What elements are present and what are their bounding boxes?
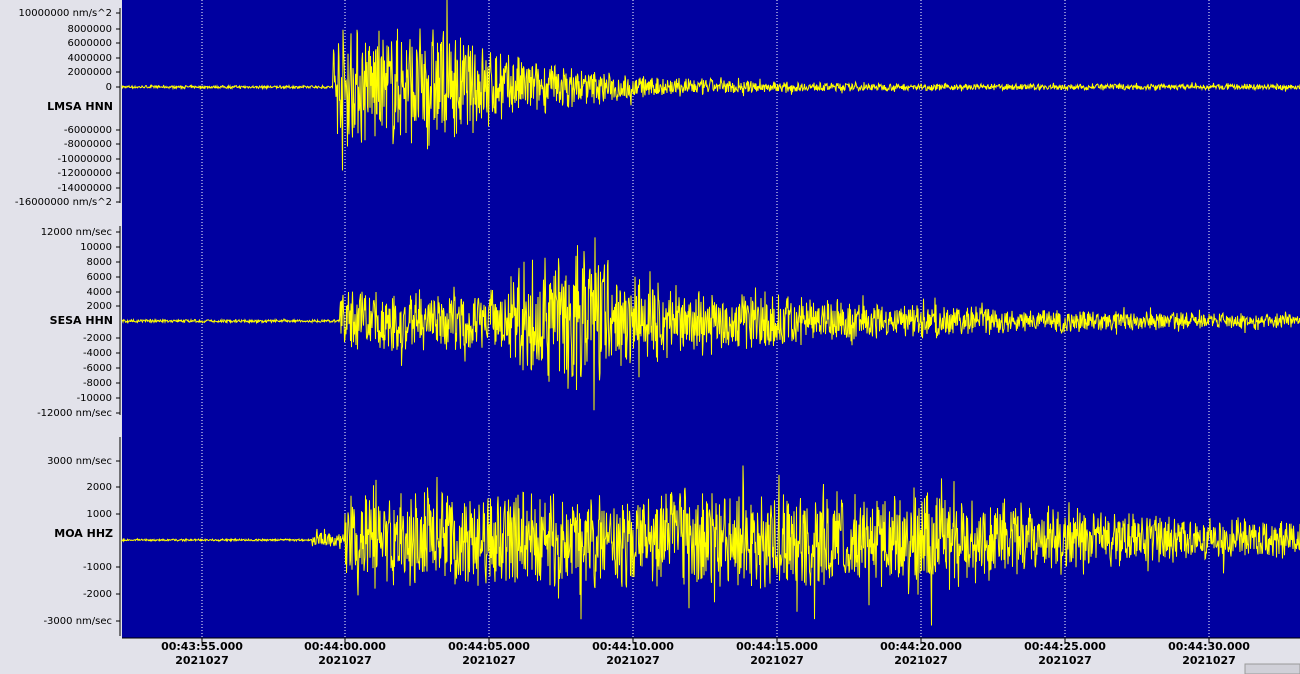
waveform (121, 237, 1300, 411)
y-tick-label: -6000 (83, 363, 112, 374)
date-label: 2021027 (318, 654, 372, 667)
y-tick-label: 10000 (80, 242, 112, 253)
time-label: 00:44:10.000 (592, 640, 674, 653)
time-label: 00:44:05.000 (448, 640, 530, 653)
y-tick-label: -12000000 (57, 168, 112, 179)
y-tick-label: -10000000 (57, 154, 112, 165)
y-tick-label: -3000 nm/sec (43, 616, 112, 627)
time-label: 00:43:55.000 (161, 640, 243, 653)
y-tick-label: -6000000 (64, 125, 112, 136)
y-tick-label: 12000 nm/sec (41, 227, 112, 238)
y-tick-label: -8000 (83, 378, 112, 389)
time-label: 00:44:00.000 (304, 640, 386, 653)
y-tick-label: 6000 (87, 272, 112, 283)
y-tick-label: -16000000 nm/s^2 (15, 197, 112, 208)
time-label: 00:44:15.000 (736, 640, 818, 653)
station-label: SESA HHN (50, 314, 113, 327)
time-label: 00:44:30.000 (1168, 640, 1250, 653)
time-label: 00:44:25.000 (1024, 640, 1106, 653)
time-label: 00:44:20.000 (880, 640, 962, 653)
y-tick-label: 4000000 (67, 53, 112, 64)
waveform (121, 465, 1300, 626)
date-label: 2021027 (750, 654, 804, 667)
y-tick-label: -1000 (83, 562, 112, 573)
y-tick-label: 1000 (87, 509, 112, 520)
waveform (121, 0, 1300, 171)
y-tick-label: -2000 (83, 333, 112, 344)
date-label: 2021027 (175, 654, 229, 667)
y-tick-label: 2000000 (67, 67, 112, 78)
y-tick-label: 0 (106, 82, 112, 93)
y-tick-label: -12000 nm/sec (37, 408, 112, 419)
station-label: MOA HHZ (54, 527, 113, 540)
y-tick-label: -14000000 (57, 183, 112, 194)
y-tick-label: 2000 (87, 301, 112, 312)
date-label: 2021027 (894, 654, 948, 667)
y-tick-label: 10000000 nm/s^2 (19, 8, 112, 19)
y-tick-label: 8000000 (67, 24, 112, 35)
y-tick-label: 3000 nm/sec (47, 456, 112, 467)
date-label: 2021027 (462, 654, 516, 667)
y-tick-label: -4000 (83, 348, 112, 359)
station-label: LMSA HNN (47, 100, 113, 113)
y-tick-label: 4000 (87, 287, 112, 298)
y-tick-label: 6000000 (67, 38, 112, 49)
date-label: 2021027 (1038, 654, 1092, 667)
y-tick-label: -8000000 (64, 139, 112, 150)
y-tick-label: -2000 (83, 589, 112, 600)
y-tick-label: -10000 (77, 393, 112, 404)
scrollbar[interactable] (1244, 663, 1300, 674)
date-label: 2021027 (1182, 654, 1236, 667)
y-tick-label: 8000 (87, 257, 112, 268)
date-label: 2021027 (606, 654, 660, 667)
y-tick-label: 2000 (87, 482, 112, 493)
